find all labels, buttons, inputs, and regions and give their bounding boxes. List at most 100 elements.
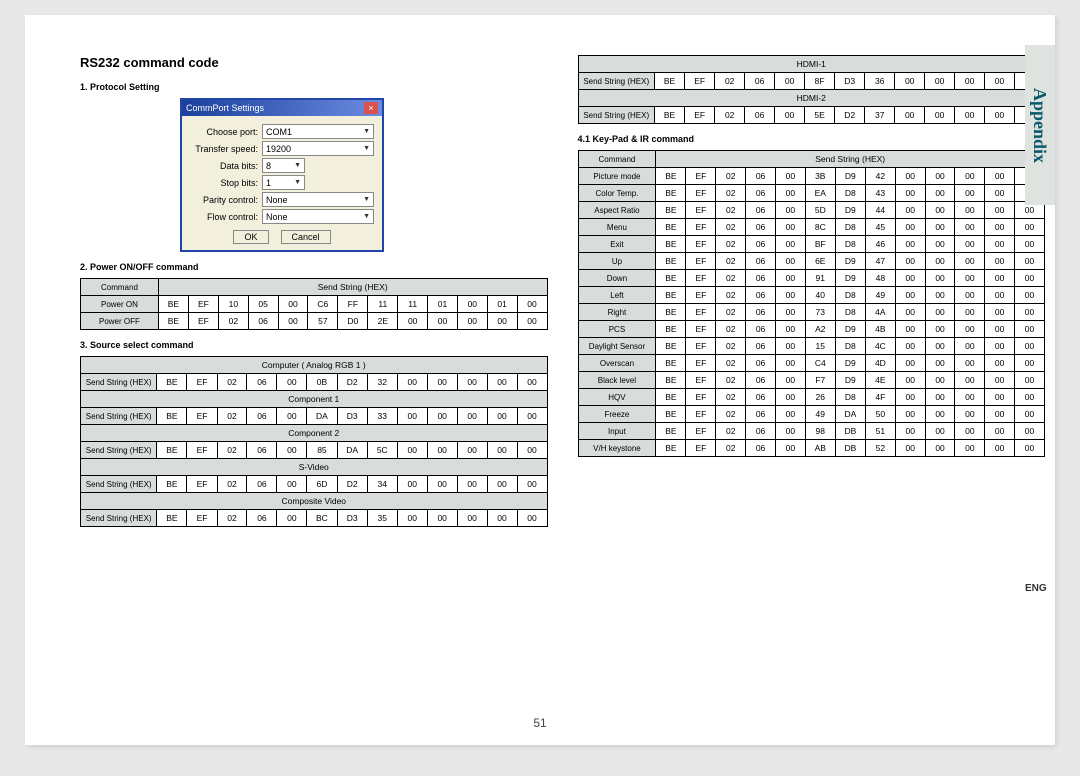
hex-byte: 06 bbox=[745, 107, 775, 124]
hex-byte: 00 bbox=[955, 270, 985, 287]
hex-byte: BE bbox=[656, 236, 686, 253]
hex-byte: BE bbox=[158, 296, 188, 313]
hex-byte: 45 bbox=[865, 219, 895, 236]
hex-byte: 00 bbox=[955, 107, 985, 124]
hex-byte: 06 bbox=[746, 304, 776, 321]
hex-byte: 06 bbox=[746, 372, 776, 389]
hex-byte: 02 bbox=[217, 374, 247, 391]
hex-byte: 00 bbox=[457, 374, 487, 391]
ok-button[interactable]: OK bbox=[233, 230, 268, 244]
hex-byte: 00 bbox=[775, 270, 805, 287]
hex-byte: 00 bbox=[955, 287, 985, 304]
keypad-cmd: Left bbox=[578, 287, 656, 304]
keypad-cmd: Freeze bbox=[578, 406, 656, 423]
hex-byte: 02 bbox=[218, 313, 248, 330]
hex-byte: 43 bbox=[865, 185, 895, 202]
hex-byte: 00 bbox=[398, 313, 428, 330]
hex-byte: 06 bbox=[746, 389, 776, 406]
hex-byte: 15 bbox=[805, 338, 835, 355]
hex-byte: C4 bbox=[805, 355, 835, 372]
hex-byte: 00 bbox=[517, 510, 547, 527]
hex-byte: 00 bbox=[895, 168, 925, 185]
hex-byte: 00 bbox=[985, 219, 1015, 236]
hex-byte: 00 bbox=[775, 423, 805, 440]
hex-byte: BF bbox=[805, 236, 835, 253]
keypad-cmd: Exit bbox=[578, 236, 656, 253]
hex-byte: D9 bbox=[835, 253, 865, 270]
hex-byte: 00 bbox=[955, 440, 985, 457]
hex-byte: D8 bbox=[835, 389, 865, 406]
hdr-command: Command bbox=[81, 279, 159, 296]
hex-byte: 00 bbox=[925, 168, 955, 185]
hex-byte: EF bbox=[686, 202, 716, 219]
hex-byte: BE bbox=[157, 408, 187, 425]
hex-byte: 00 bbox=[457, 442, 487, 459]
hex-byte: 00 bbox=[985, 406, 1015, 423]
transfer-field[interactable]: 19200▼ bbox=[262, 141, 374, 156]
hex-byte: D9 bbox=[835, 168, 865, 185]
hex-byte: EF bbox=[686, 338, 716, 355]
hex-byte: D2 bbox=[835, 107, 865, 124]
hex-byte: 00 bbox=[925, 406, 955, 423]
hex-byte: DB bbox=[835, 440, 865, 457]
hex-byte: 00 bbox=[955, 185, 985, 202]
hex-byte: BE bbox=[656, 253, 686, 270]
hex-byte: 00 bbox=[955, 253, 985, 270]
hex-byte: 00 bbox=[775, 219, 805, 236]
flow-field[interactable]: None▼ bbox=[262, 209, 374, 224]
hex-byte: EF bbox=[686, 287, 716, 304]
hex-byte: 06 bbox=[746, 253, 776, 270]
hex-byte: 46 bbox=[865, 236, 895, 253]
hex-byte: 06 bbox=[247, 442, 277, 459]
hex-byte: 00 bbox=[1015, 219, 1045, 236]
hex-byte: EF bbox=[685, 73, 715, 90]
cancel-button[interactable]: Cancel bbox=[281, 230, 331, 244]
hex-byte: 01 bbox=[428, 296, 458, 313]
hex-byte: 00 bbox=[775, 73, 805, 90]
hex-byte: D3 bbox=[337, 510, 367, 527]
hex-byte: 00 bbox=[925, 440, 955, 457]
hex-byte: 02 bbox=[716, 253, 746, 270]
hex-byte: 4A bbox=[865, 304, 895, 321]
hex-byte: 37 bbox=[865, 107, 895, 124]
page: Appendix ENG RS232 command code 1. Proto… bbox=[25, 15, 1055, 745]
hex-byte: 48 bbox=[865, 270, 895, 287]
hex-byte: 00 bbox=[277, 408, 307, 425]
hex-byte: 06 bbox=[746, 287, 776, 304]
hex-byte: 00 bbox=[775, 107, 805, 124]
hex-byte: 00 bbox=[895, 219, 925, 236]
hex-byte: AB bbox=[805, 440, 835, 457]
hex-byte: 00 bbox=[1015, 389, 1045, 406]
hex-byte: DA bbox=[337, 442, 367, 459]
hex-byte: 00 bbox=[925, 73, 955, 90]
hex-byte: 06 bbox=[746, 236, 776, 253]
hex-byte: DA bbox=[307, 408, 337, 425]
hex-byte: D9 bbox=[835, 202, 865, 219]
hex-byte: 02 bbox=[716, 202, 746, 219]
choose-port-field[interactable]: COM1▼ bbox=[262, 124, 374, 139]
hex-byte: D9 bbox=[835, 321, 865, 338]
hex-byte: 8C bbox=[805, 219, 835, 236]
hex-byte: 47 bbox=[865, 253, 895, 270]
hex-byte: 00 bbox=[955, 73, 985, 90]
hex-byte: D3 bbox=[835, 73, 865, 90]
hex-byte: 00 bbox=[487, 408, 517, 425]
send-label: Send String (HEX) bbox=[578, 107, 654, 124]
hex-byte: BE bbox=[158, 313, 188, 330]
hex-byte: 00 bbox=[955, 304, 985, 321]
hex-byte: 10 bbox=[218, 296, 248, 313]
hex-byte: 00 bbox=[487, 442, 517, 459]
keypad-cmd: Down bbox=[578, 270, 656, 287]
stopbits-label: Stop bits: bbox=[190, 178, 258, 188]
hex-byte: 02 bbox=[716, 372, 746, 389]
hex-byte: 00 bbox=[925, 372, 955, 389]
hex-byte: D8 bbox=[835, 236, 865, 253]
hex-byte: 00 bbox=[428, 313, 458, 330]
parity-field[interactable]: None▼ bbox=[262, 192, 374, 207]
databits-field[interactable]: 8▼ bbox=[262, 158, 305, 173]
hex-byte: 00 bbox=[925, 338, 955, 355]
hex-byte: BE bbox=[656, 355, 686, 372]
close-icon[interactable]: × bbox=[364, 102, 378, 114]
hex-byte: 85 bbox=[307, 442, 337, 459]
stopbits-field[interactable]: 1▼ bbox=[262, 175, 305, 190]
